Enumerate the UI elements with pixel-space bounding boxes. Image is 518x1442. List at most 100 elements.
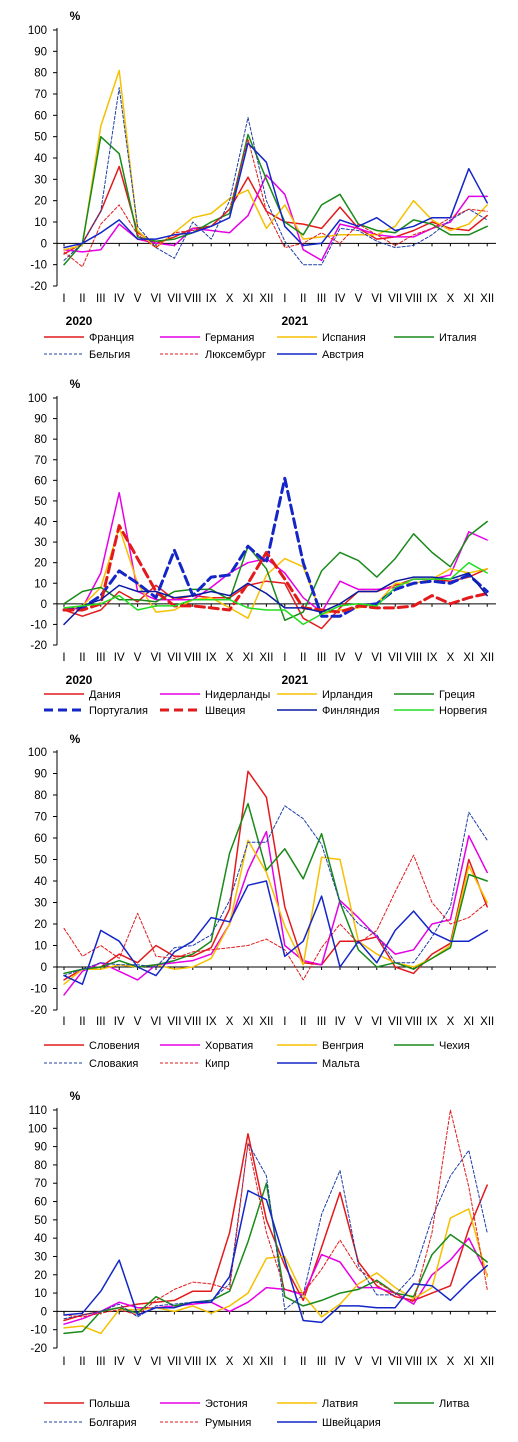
y-tick-label: 10 — [34, 941, 47, 953]
x-tick-label: IV — [114, 293, 125, 305]
y-axis-label: % — [70, 1089, 81, 1103]
legend-label: Литва — [439, 1398, 470, 1410]
series-line — [63, 87, 488, 266]
x-tick-label: III — [96, 1356, 106, 1368]
y-axis-label: % — [70, 377, 81, 391]
x-tick-label: V — [134, 293, 142, 305]
y-tick-label: 90 — [34, 414, 47, 426]
x-tick-label: XI — [243, 293, 254, 305]
series-line — [63, 770, 488, 981]
y-tick-label: 40 — [34, 876, 47, 888]
x-tick-label: VI — [371, 1016, 382, 1028]
x-tick-label: XI — [463, 1356, 474, 1368]
legend-label: Италия — [439, 332, 477, 344]
y-tick-label: 100 — [28, 25, 47, 37]
y-tick-label: 90 — [34, 46, 47, 58]
series-line — [62, 524, 489, 614]
y-tick-label: 110 — [29, 1105, 47, 1117]
x-tick-label: VIII — [184, 1016, 201, 1028]
x-tick-label: II — [79, 293, 85, 305]
legend-label: Словения — [89, 1040, 140, 1052]
x-tick-label: X — [447, 1356, 455, 1368]
legend-label: Чехия — [439, 1040, 470, 1052]
x-tick-label: III — [317, 1016, 327, 1028]
y-tick-label: 70 — [34, 1178, 47, 1190]
series-line — [62, 476, 489, 618]
y-tick-label: 60 — [34, 1197, 47, 1209]
x-tick-label: VI — [151, 1356, 162, 1368]
y-tick-label: 50 — [34, 496, 47, 508]
x-tick-label: II — [79, 1356, 85, 1368]
series-line — [63, 1142, 488, 1320]
x-tick-label: XI — [243, 652, 254, 664]
x-tick-label: I — [62, 1016, 65, 1028]
x-tick-label: X — [447, 1016, 455, 1028]
x-tick-label: XI — [463, 293, 474, 305]
y-tick-label: 0 — [41, 599, 47, 611]
y-tick-label: -10 — [30, 984, 47, 996]
x-tick-label: V — [134, 1356, 142, 1368]
legend-label: Венгрия — [322, 1040, 364, 1052]
x-tick-label: X — [226, 652, 234, 664]
series-line — [63, 520, 488, 622]
x-tick-label: IV — [114, 1016, 125, 1028]
legend-label: Германия — [205, 332, 254, 344]
y-tick-label: 20 — [34, 196, 47, 208]
x-tick-label: VIII — [405, 652, 422, 664]
x-tick-label: I — [62, 652, 65, 664]
x-tick-label: I — [283, 1356, 286, 1368]
x-tick-label: V — [134, 1016, 142, 1028]
series-line — [63, 1109, 488, 1318]
x-tick-label: XII — [480, 1016, 494, 1028]
x-tick-label: VII — [388, 293, 402, 305]
x-tick-label: IX — [206, 1016, 217, 1028]
series-line — [63, 561, 488, 626]
legend-label: Бельгия — [89, 349, 130, 361]
year-label: 2021 — [281, 673, 308, 687]
x-tick-label: VIII — [184, 1356, 201, 1368]
x-tick-label: II — [300, 1016, 306, 1028]
x-tick-label: III — [96, 1016, 106, 1028]
x-tick-label: III — [317, 293, 327, 305]
x-tick-label: XI — [243, 1356, 254, 1368]
legend-label: Хорватия — [205, 1040, 253, 1052]
y-tick-label: 20 — [34, 558, 47, 570]
legend-label: Болгария — [89, 1417, 137, 1429]
series-line — [63, 802, 488, 975]
x-tick-label: X — [226, 293, 234, 305]
x-tick-label: I — [62, 1356, 65, 1368]
legend-label: Румыния — [205, 1417, 251, 1429]
y-tick-label: 60 — [34, 475, 47, 487]
x-tick-label: III — [96, 293, 106, 305]
x-tick-label: IV — [335, 652, 346, 664]
series-line — [63, 854, 488, 981]
y-tick-label: 50 — [34, 132, 47, 144]
legend-label: Австрия — [322, 349, 364, 361]
y-tick-label: 50 — [34, 1215, 47, 1227]
x-tick-label: VI — [371, 652, 382, 664]
y-axis-label: % — [70, 732, 81, 746]
x-tick-label: VI — [371, 1356, 382, 1368]
x-tick-label: II — [79, 652, 85, 664]
x-tick-label: VIII — [184, 293, 201, 305]
legend-label: Мальта — [322, 1058, 361, 1070]
series-line — [63, 133, 488, 266]
y-tick-label: 70 — [34, 812, 47, 824]
x-tick-label: II — [300, 1356, 306, 1368]
y-tick-label: 70 — [34, 455, 47, 467]
series-line — [63, 69, 488, 251]
y-tick-label: 100 — [28, 1123, 47, 1135]
x-tick-label: IX — [206, 293, 217, 305]
series-line — [63, 1182, 488, 1335]
y-tick-label: 30 — [34, 174, 47, 186]
legend-label: Польша — [89, 1398, 131, 1410]
x-tick-label: V — [355, 652, 363, 664]
legend-label: Кипр — [205, 1058, 230, 1070]
year-label: 2021 — [281, 314, 308, 328]
series-line — [63, 142, 488, 249]
x-tick-label: VII — [167, 652, 181, 664]
